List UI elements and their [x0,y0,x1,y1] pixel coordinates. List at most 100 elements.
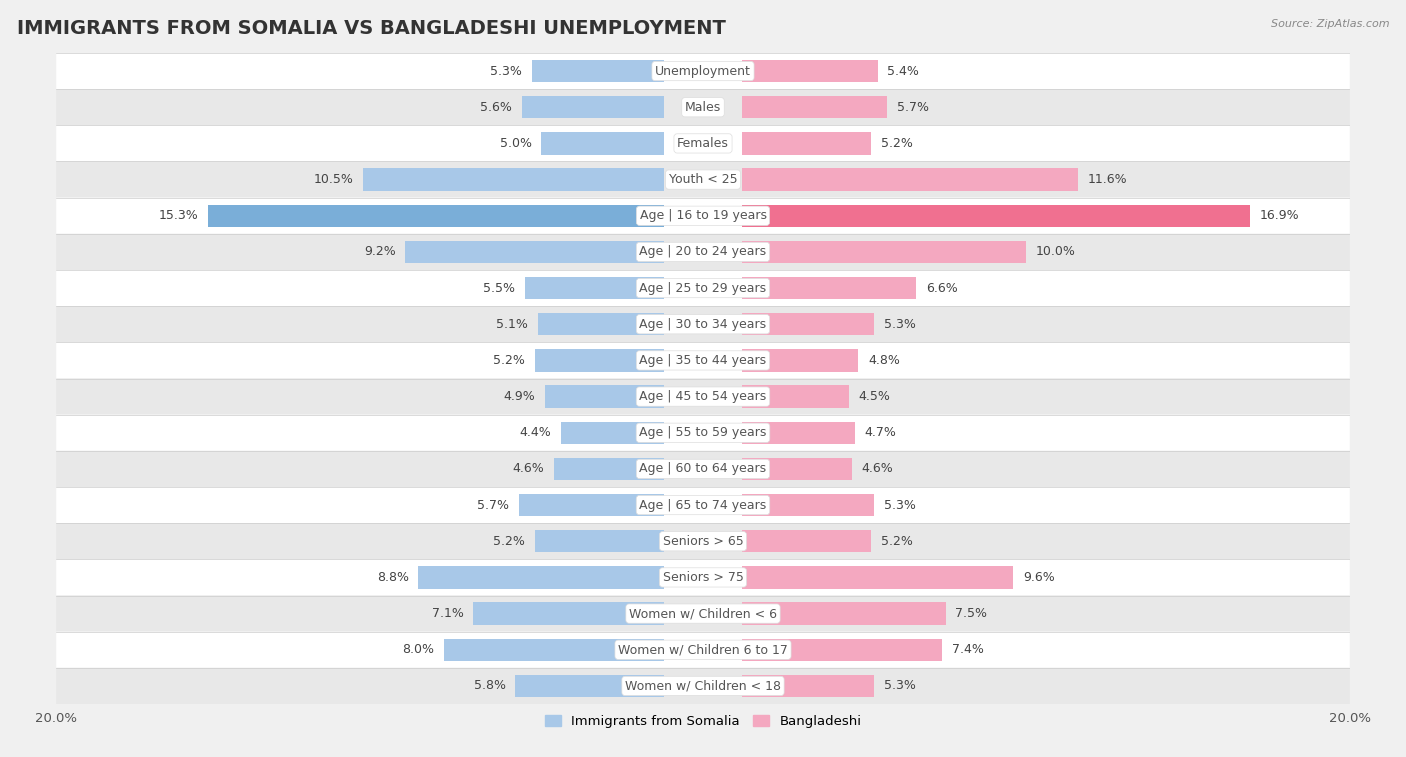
FancyBboxPatch shape [56,523,1350,559]
Text: Source: ZipAtlas.com: Source: ZipAtlas.com [1271,19,1389,29]
Text: 5.1%: 5.1% [496,318,529,331]
Bar [208,204,664,227]
Text: 7.5%: 7.5% [955,607,987,620]
Text: Youth < 25: Youth < 25 [669,173,737,186]
Text: Seniors > 65: Seniors > 65 [662,534,744,548]
FancyBboxPatch shape [56,342,1350,378]
Text: 5.6%: 5.6% [481,101,512,114]
Text: 4.5%: 4.5% [858,390,890,403]
Bar [534,349,664,372]
Text: Age | 25 to 29 years: Age | 25 to 29 years [640,282,766,294]
Bar [742,132,872,154]
Bar [474,603,664,625]
Bar [742,530,872,553]
FancyBboxPatch shape [56,306,1350,342]
Text: Seniors > 75: Seniors > 75 [662,571,744,584]
Bar [742,241,1026,263]
Bar [516,674,664,697]
Text: Males: Males [685,101,721,114]
Bar [554,458,664,480]
Text: Age | 20 to 24 years: Age | 20 to 24 years [640,245,766,258]
Text: Age | 55 to 59 years: Age | 55 to 59 years [640,426,766,439]
Bar [544,385,664,408]
Bar [742,422,855,444]
Bar [742,313,875,335]
Bar [538,313,664,335]
Text: IMMIGRANTS FROM SOMALIA VS BANGLADESHI UNEMPLOYMENT: IMMIGRANTS FROM SOMALIA VS BANGLADESHI U… [17,19,725,38]
Bar [444,639,664,661]
Text: 5.4%: 5.4% [887,64,920,77]
Text: 10.5%: 10.5% [314,173,354,186]
Text: 10.0%: 10.0% [1036,245,1076,258]
Bar [742,349,858,372]
Bar [405,241,664,263]
Text: 15.3%: 15.3% [159,209,198,223]
Text: 9.2%: 9.2% [364,245,396,258]
Bar [742,494,875,516]
Text: Women w/ Children 6 to 17: Women w/ Children 6 to 17 [619,643,787,656]
Text: 4.6%: 4.6% [862,463,893,475]
FancyBboxPatch shape [56,378,1350,415]
Bar [519,494,664,516]
Bar [742,204,1250,227]
Bar [419,566,664,589]
Text: 4.4%: 4.4% [519,426,551,439]
Bar [742,639,942,661]
Bar [742,566,1014,589]
Text: 5.8%: 5.8% [474,680,506,693]
FancyBboxPatch shape [56,126,1350,161]
Text: 5.3%: 5.3% [884,318,915,331]
Bar [522,96,664,118]
Bar [742,674,875,697]
Text: 4.9%: 4.9% [503,390,534,403]
Text: 5.2%: 5.2% [880,137,912,150]
Text: 5.3%: 5.3% [491,64,522,77]
Bar [742,277,917,299]
Text: 5.0%: 5.0% [499,137,531,150]
Text: 5.2%: 5.2% [494,534,526,548]
Text: 8.0%: 8.0% [402,643,434,656]
Bar [742,385,849,408]
Text: 8.8%: 8.8% [377,571,409,584]
Text: 6.6%: 6.6% [927,282,957,294]
Text: 5.7%: 5.7% [897,101,929,114]
FancyBboxPatch shape [56,161,1350,198]
Text: Age | 60 to 64 years: Age | 60 to 64 years [640,463,766,475]
Text: Women w/ Children < 6: Women w/ Children < 6 [628,607,778,620]
FancyBboxPatch shape [56,89,1350,126]
Bar [742,168,1078,191]
Bar [534,530,664,553]
Bar [541,132,664,154]
Text: 4.8%: 4.8% [868,354,900,367]
Text: 9.6%: 9.6% [1024,571,1054,584]
Bar [742,60,877,83]
Text: Age | 65 to 74 years: Age | 65 to 74 years [640,499,766,512]
Text: 4.6%: 4.6% [513,463,544,475]
Bar [363,168,664,191]
Text: 5.7%: 5.7% [477,499,509,512]
Legend: Immigrants from Somalia, Bangladeshi: Immigrants from Somalia, Bangladeshi [540,709,866,734]
FancyBboxPatch shape [56,53,1350,89]
FancyBboxPatch shape [56,415,1350,451]
Bar [561,422,664,444]
Text: Unemployment: Unemployment [655,64,751,77]
Text: 16.9%: 16.9% [1260,209,1299,223]
Text: 5.2%: 5.2% [880,534,912,548]
Text: 7.1%: 7.1% [432,607,464,620]
Text: Age | 35 to 44 years: Age | 35 to 44 years [640,354,766,367]
Text: 11.6%: 11.6% [1088,173,1128,186]
FancyBboxPatch shape [56,668,1350,704]
FancyBboxPatch shape [56,270,1350,306]
FancyBboxPatch shape [56,596,1350,631]
Text: 5.3%: 5.3% [884,499,915,512]
FancyBboxPatch shape [56,487,1350,523]
Text: 5.2%: 5.2% [494,354,526,367]
Text: 4.7%: 4.7% [865,426,897,439]
Text: 5.5%: 5.5% [484,282,516,294]
FancyBboxPatch shape [56,198,1350,234]
FancyBboxPatch shape [56,451,1350,487]
Text: 7.4%: 7.4% [952,643,984,656]
FancyBboxPatch shape [56,234,1350,270]
Text: Women w/ Children < 18: Women w/ Children < 18 [626,680,780,693]
FancyBboxPatch shape [56,631,1350,668]
